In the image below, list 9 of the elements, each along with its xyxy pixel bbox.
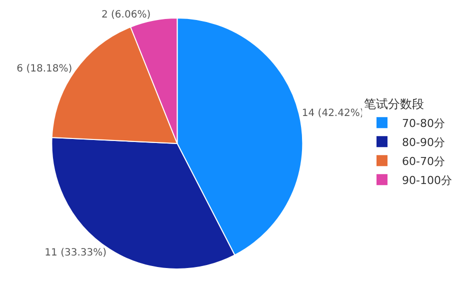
data-label: 6 (18.18%) bbox=[16, 63, 72, 74]
legend-label: 80-90分 bbox=[402, 136, 445, 149]
data-label: 14 (42.42%) bbox=[302, 108, 364, 120]
legend-label: 70-80分 bbox=[402, 116, 445, 130]
data-label: 11 (33.33%) bbox=[44, 247, 107, 258]
data-label: 2 (6.06%) bbox=[101, 9, 151, 20]
legend-label: 90-100分 bbox=[402, 174, 452, 187]
legend-label: 60-70分 bbox=[402, 154, 445, 168]
legend-title: 笔试分数段 bbox=[364, 97, 424, 112]
